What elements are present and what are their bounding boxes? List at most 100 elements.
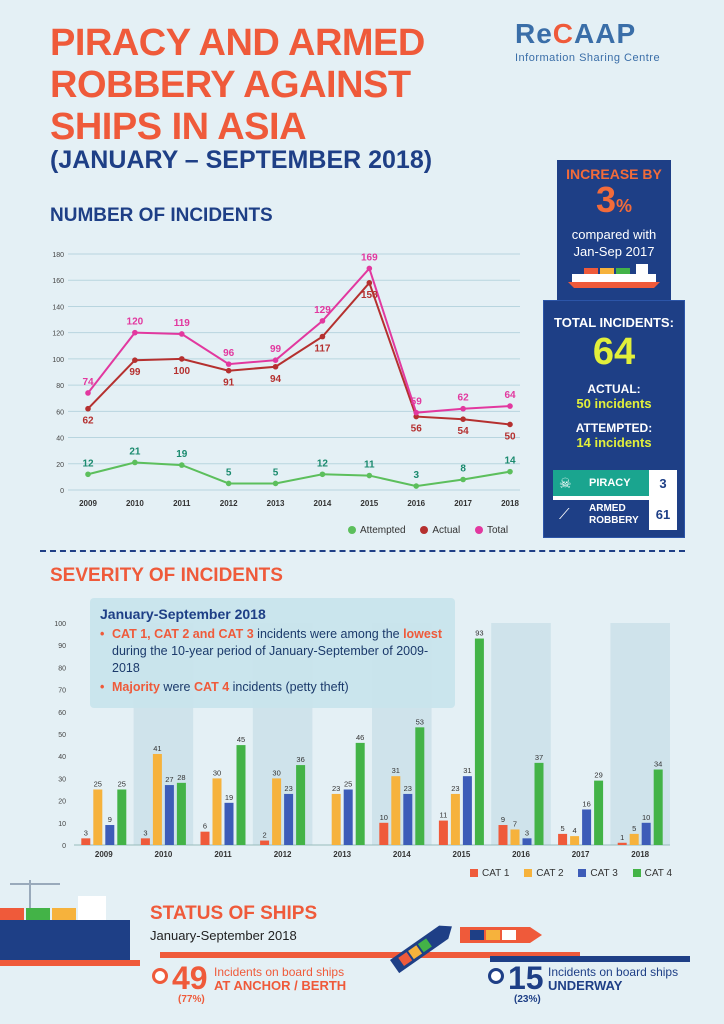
- bar-cat-4: [176, 782, 186, 845]
- series-point-actual: [272, 363, 279, 370]
- increase-unit: %: [616, 196, 633, 216]
- legend-cat4-label: CAT 4: [644, 868, 673, 879]
- title-line-2: ROBBERY AGAINST: [50, 64, 411, 106]
- series-data-label-actual: 91: [223, 378, 235, 389]
- line-y-tick-label: 180: [52, 252, 64, 259]
- legend-actual-label: Actual: [432, 525, 461, 536]
- line-x-tick-label: 2014: [314, 499, 332, 508]
- piracy-value: 3: [649, 470, 677, 498]
- bar-cat-4: [653, 769, 663, 845]
- bar-cat-3: [164, 785, 174, 845]
- compare-line-2: Jan-Sep 2017: [573, 244, 655, 259]
- bar-data-label: 41: [153, 744, 161, 753]
- bar-cat-4: [117, 789, 127, 845]
- piracy-row: ☠ PIRACY 3: [553, 470, 677, 498]
- bar-data-label: 31: [463, 766, 471, 775]
- series-point-actual: [366, 280, 373, 286]
- series-data-label-total: 99: [270, 344, 282, 355]
- series-point-actual: [225, 367, 232, 374]
- bar-y-tick-label: 30: [58, 776, 66, 783]
- piracy-label: PIRACY: [589, 477, 631, 489]
- callout-b2-hl2: CAT 4: [193, 680, 230, 694]
- bar-cat-4: [534, 762, 544, 845]
- bar-data-label: 25: [118, 780, 126, 789]
- bar-y-tick-label: 80: [58, 665, 66, 672]
- incidents-line-chart: 0 20 40 60 80 100 120 140 160 180 2009 2010 2011 201…: [52, 252, 520, 508]
- series-line-total: [87, 266, 511, 414]
- legend-attempted-dot: [348, 526, 356, 535]
- series-data-label-actual: 99: [129, 367, 141, 378]
- legend-cat4: CAT 4: [632, 868, 673, 879]
- title-line-3: SHIPS IN ASIA: [50, 106, 307, 148]
- underway-line: [490, 956, 690, 962]
- bar-data-label: 93: [475, 629, 483, 638]
- line-chart-series: [85, 265, 513, 489]
- callout-b2-t1: were: [159, 680, 194, 694]
- series-data-label-attempted: 12: [317, 458, 329, 469]
- bar-y-tick-label: 90: [58, 643, 66, 650]
- series-point-total: [460, 405, 466, 412]
- increase-arrow-shape: [543, 160, 685, 300]
- bar-cat-2: [331, 793, 341, 845]
- legend-attempted: Attempted: [348, 525, 406, 536]
- bar-x-tick-label: 2018: [631, 850, 649, 859]
- logo-re: Re: [515, 18, 553, 49]
- series-point-total: [366, 265, 373, 272]
- underway-text: Incidents on board ships UNDERWAY: [548, 965, 679, 993]
- series-point-attempted: [178, 462, 185, 468]
- bar-data-label: 28: [177, 773, 185, 782]
- series-point-attempted: [85, 471, 91, 478]
- bar-cat-4: [296, 765, 306, 845]
- bar-data-label: 3: [143, 828, 147, 837]
- series-point-attempted: [272, 480, 279, 487]
- callout-list: CAT 1, CAT 2 and CAT 3 incidents were am…: [100, 626, 445, 696]
- underway-text-1: Incidents on board ships: [548, 965, 679, 979]
- bar-cat-1: [81, 838, 91, 845]
- bar-data-label: 6: [203, 822, 207, 831]
- line-x-tick-label: 2016: [407, 499, 425, 508]
- series-point-total: [178, 331, 185, 337]
- series-data-label-attempted: 14: [504, 456, 516, 467]
- logo-c: C: [552, 18, 575, 49]
- legend-cat3-label: CAT 3: [590, 868, 618, 879]
- legend-cat2-label: CAT 2: [536, 868, 564, 879]
- callout-b1-hl1: CAT 1, CAT 2 and CAT 3: [112, 627, 254, 641]
- series-data-label-total: 169: [361, 252, 378, 263]
- series-data-label-total: 120: [127, 317, 144, 328]
- anchor-value: 49: [172, 960, 208, 996]
- bar-data-label: 29: [594, 771, 602, 780]
- series-data-label-actual: 100: [173, 366, 190, 377]
- bar-cat-3: [462, 776, 472, 845]
- bar-x-tick-label: 2009: [95, 850, 113, 859]
- bar-data-label: 7: [513, 819, 517, 828]
- section-divider: [40, 550, 685, 552]
- severity-section-title: SEVERITY OF INCIDENTS: [50, 565, 283, 586]
- bar-y-tick-label: 60: [58, 710, 66, 717]
- legend-cat2: CAT 2: [524, 868, 564, 879]
- callout-b1-hl2: lowest: [403, 627, 442, 641]
- callout-b2-hl: Majority: [112, 680, 160, 694]
- series-data-label-actual: 50: [504, 431, 516, 442]
- bar-data-label: 53: [416, 717, 424, 726]
- bar-x-tick-label: 2017: [572, 850, 590, 859]
- callout-bullet-2: Majority were CAT 4 incidents (petty the…: [100, 679, 445, 696]
- callout-heading: January-September 2018: [100, 606, 266, 622]
- series-data-label-total: 64: [504, 390, 516, 401]
- bar-cat-1: [617, 842, 627, 845]
- increase-block: INCREASE BY 3% compared with Jan-Sep 201…: [557, 166, 671, 293]
- bar-cat-2: [212, 778, 222, 845]
- series-point-attempted: [319, 471, 326, 478]
- series-data-label-actual: 62: [82, 416, 94, 427]
- bar-data-label: 5: [632, 824, 636, 833]
- series-data-label-actual: 54: [458, 426, 470, 437]
- legend-total: Total: [474, 525, 508, 536]
- legend-cat1-label: CAT 1: [482, 868, 510, 879]
- bar-y-tick-label: 40: [58, 754, 66, 761]
- line-y-tick-label: 20: [56, 462, 64, 469]
- bar-x-tick-label: 2010: [155, 850, 173, 859]
- bar-data-label: 46: [356, 733, 364, 742]
- attempted-label: ATTEMPTED:: [575, 421, 653, 435]
- line-x-tick-label: 2009: [79, 499, 97, 508]
- series-data-label-attempted: 12: [82, 458, 94, 469]
- bar-x-tick-label: 2015: [453, 850, 471, 859]
